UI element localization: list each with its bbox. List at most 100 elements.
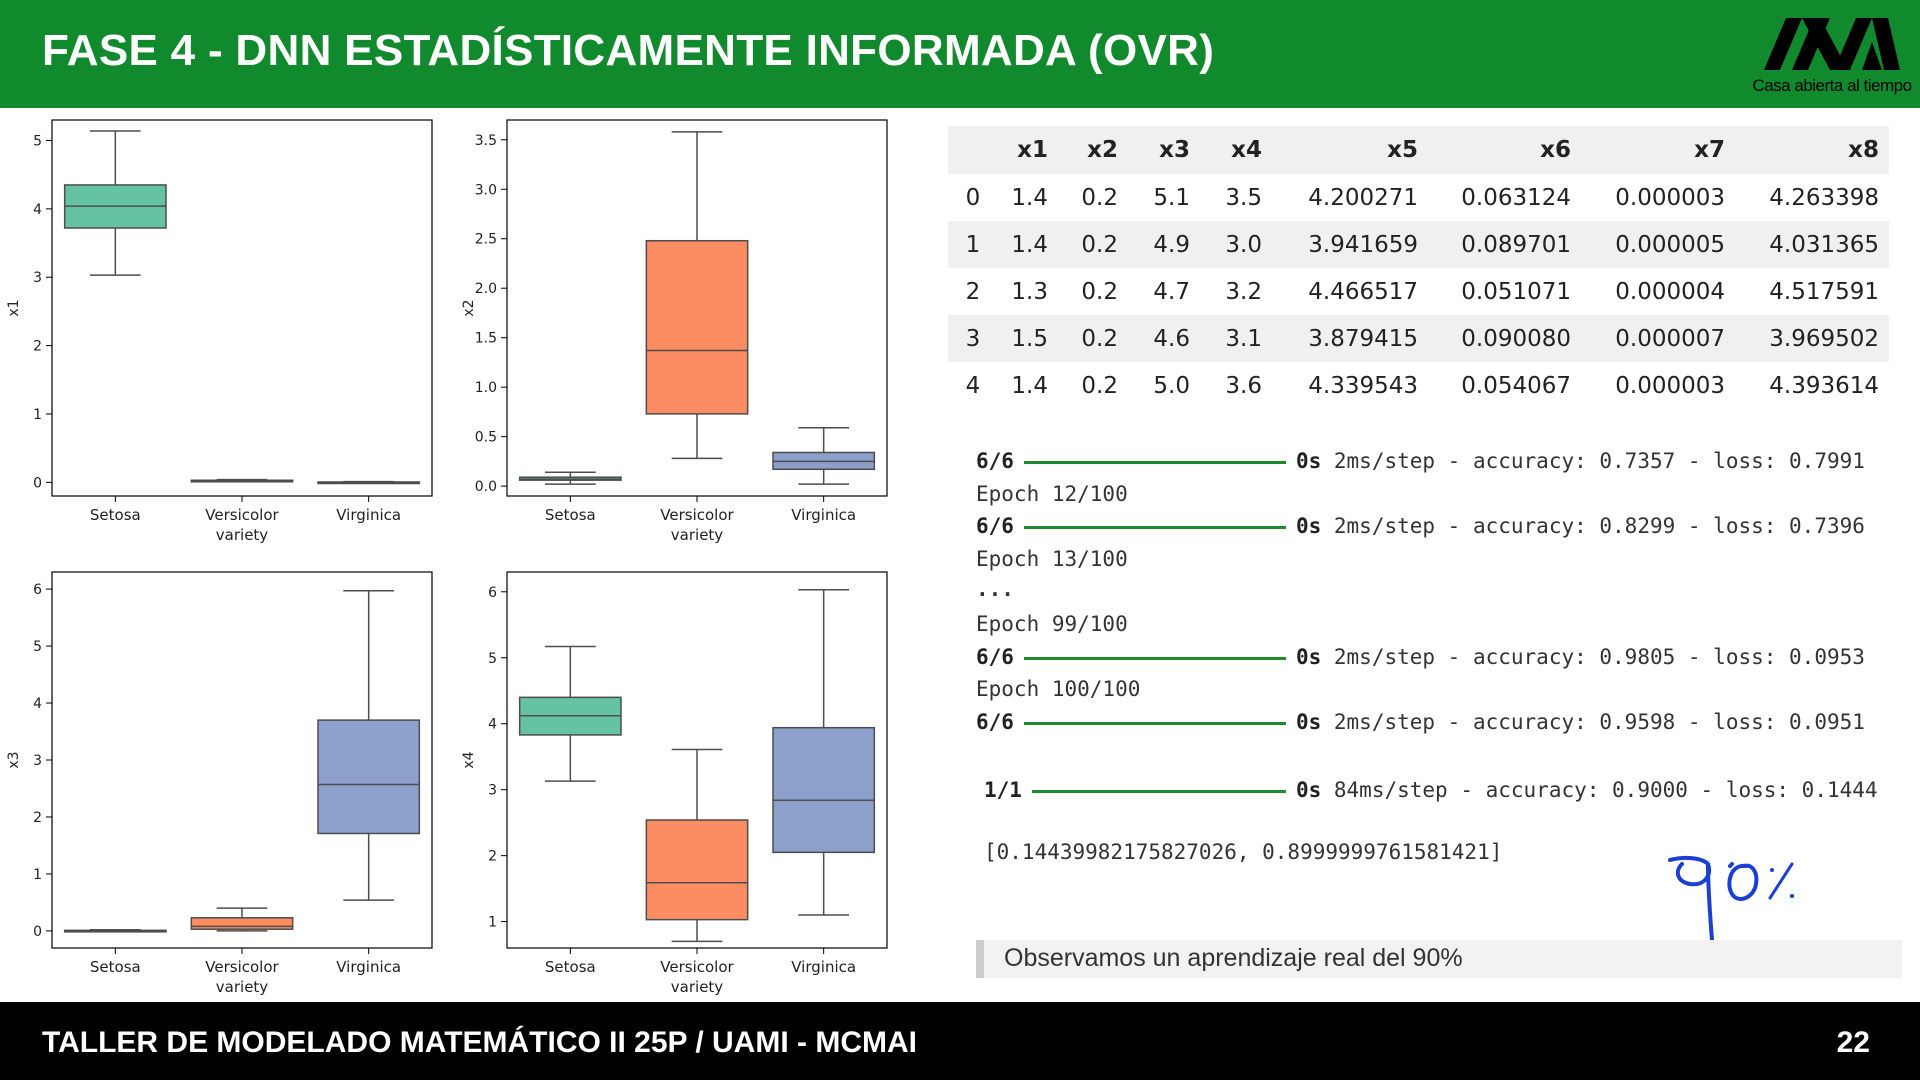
footer-bar: TALLER DE MODELADO MATEMÁTICO II 25P / U…	[0, 1002, 1920, 1080]
table-cell: 1.5	[998, 315, 1058, 362]
y-tick-label: 5	[488, 651, 497, 667]
y-tick-label: 3.5	[475, 133, 497, 149]
table-cell: 4.466517	[1308, 278, 1418, 305]
table-cell: 2	[965, 278, 981, 305]
box-virginica	[317, 719, 421, 835]
y-tick-label: 6	[33, 582, 42, 598]
table-cell: 1.4	[1011, 184, 1048, 211]
y-axis-label: x2	[461, 299, 477, 316]
y-tick-label: 0.0	[475, 479, 497, 495]
table-cell: 3.1	[1200, 315, 1272, 362]
log-epoch: Epoch 13/100	[976, 547, 1128, 571]
progress-bar	[1031, 789, 1286, 793]
table-cell: 3.6	[1225, 372, 1262, 399]
table-cell: 0.000003	[1615, 184, 1725, 211]
log-step: 6/6	[976, 710, 1014, 734]
table-header-x3: x3	[1128, 126, 1200, 174]
box-virginica	[772, 726, 876, 854]
table-row: 3 1.5 0.2 4.6 3.1 3.879415 0.090080 0.00…	[948, 315, 1889, 362]
course-title: TALLER DE MODELADO MATEMÁTICO II 25P / U…	[42, 1026, 917, 1059]
x-axis-label: variety	[671, 526, 724, 544]
boxplot-svg: 1 2 3 4 5 6 x4 Setosa Versicolor Virginica variety	[461, 571, 888, 996]
x-tick-label: Versicolor	[660, 506, 734, 524]
table-cell: 0	[965, 184, 981, 211]
log-epoch: Epoch 99/100	[976, 612, 1128, 636]
table-cell: 3.2	[1225, 278, 1262, 305]
table-header-row: x1 x2 x3 x4 x5 x6 x7 x8	[948, 126, 1889, 174]
y-tick-label: 4	[488, 717, 497, 733]
y-tick-label: 5	[33, 134, 42, 150]
table-cell: 1	[948, 221, 998, 268]
x-tick-label: Virginica	[791, 506, 856, 524]
x-tick-label: Versicolor	[205, 958, 279, 976]
table-cell: 0.000005	[1581, 221, 1735, 268]
box-versicolor	[645, 819, 749, 921]
y-tick-label: 2	[33, 810, 42, 826]
boxplot-x1: 0 1 2 3 4 5 x1 Setosa Versicolor Virginica variety	[0, 112, 440, 557]
table-cell: 0.2	[1058, 315, 1128, 362]
table-header-x5: x5	[1272, 126, 1428, 174]
x-tick-label: Setosa	[90, 506, 141, 524]
table-header-x6: x6	[1428, 126, 1581, 174]
table-cell: 0.2	[1081, 278, 1118, 305]
plot-frame	[51, 571, 433, 949]
y-tick-label: 2.0	[475, 281, 497, 297]
boxplot-x3: 0 1 2 3 4 5 6 x3 Setosa Versicolor Virginica variet…	[0, 564, 440, 1009]
boxplot-x2: 0.0 0.5 1.0 1.5 2.0 2.5 3.0 3.5 x2 Setosa Versicol…	[455, 112, 895, 557]
progress-bar	[1023, 721, 1286, 725]
boxplot-svg: 0.0 0.5 1.0 1.5 2.0 2.5 3.0 3.5 x2 Setosa Versicol…	[461, 119, 888, 544]
conclusion-text: Observamos un aprendizaje real del 90%	[1004, 944, 1463, 972]
table-cell: 0.051071	[1461, 278, 1571, 305]
y-tick-label: 3	[33, 753, 42, 769]
y-axis-label: x3	[6, 751, 22, 768]
progress-bar	[1023, 460, 1286, 464]
y-tick-label: 6	[488, 585, 497, 601]
table-cell: 0.2	[1081, 372, 1118, 399]
y-tick-label: 0.5	[475, 430, 497, 446]
log-line: 1/1 0s 84ms/step - accuracy: 0.9000 - los…	[984, 775, 1878, 805]
table-cell: 0.000007	[1581, 315, 1735, 362]
y-tick-label: 4	[33, 202, 42, 218]
log-ellipsis: ...	[976, 577, 1014, 601]
table-cell: 1.3	[1011, 278, 1048, 305]
table-cell: 0.089701	[1428, 221, 1581, 268]
log-time: 0s	[1295, 449, 1322, 473]
table-header-x7: x7	[1581, 126, 1735, 174]
table-cell: 4.517591	[1769, 278, 1879, 305]
x-axis-label: variety	[216, 526, 269, 544]
progress-bar	[1023, 525, 1286, 529]
log-step: 6/6	[976, 645, 1014, 669]
table-cell: 4.7	[1153, 278, 1190, 305]
y-tick-label: 3	[33, 270, 42, 286]
table-row: 2 1.3 0.2 4.7 3.2 4.466517 0.051071 0.00…	[948, 268, 1889, 315]
table-cell: 1.4	[998, 221, 1058, 268]
log-metrics: 2ms/step - accuracy: 0.8299 - loss: 0.73…	[1333, 514, 1865, 538]
x-tick-label: Setosa	[545, 506, 596, 524]
table-cell: 4.200271	[1308, 184, 1418, 211]
y-tick-label: 1.0	[475, 380, 497, 396]
x-tick-label: Versicolor	[205, 506, 279, 524]
progress-bar	[1023, 656, 1286, 660]
table-header-x1: x1	[998, 126, 1058, 174]
table-row: 0 1.4 0.2 5.1 3.5 4.200271 0.063124 0.00…	[948, 174, 1889, 221]
y-tick-label: 5	[33, 639, 42, 655]
y-tick-label: 0	[33, 924, 42, 940]
log-metrics: 2ms/step - accuracy: 0.9598 - loss: 0.09…	[1333, 710, 1865, 734]
conclusion-note: Observamos un aprendizaje real del 90%	[976, 940, 1902, 978]
table-cell: 1.4	[1011, 372, 1048, 399]
table-cell: 0.063124	[1461, 184, 1571, 211]
log-line: 6/6 0s 2ms/step - accuracy: 0.8299 - loss…	[976, 511, 1865, 541]
log-metrics: 2ms/step - accuracy: 0.9805 - loss: 0.09…	[1333, 645, 1865, 669]
y-tick-label: 1	[33, 407, 42, 423]
x-tick-label: Virginica	[336, 958, 401, 976]
y-tick-label: 1	[488, 915, 497, 931]
log-line: 6/6 0s 2ms/step - accuracy: 0.9805 - loss…	[976, 642, 1865, 672]
page-number: 22	[1836, 1026, 1870, 1059]
table-cell: 5.1	[1153, 184, 1190, 211]
table-cell: 4.393614	[1769, 372, 1879, 399]
table-cell: 0.090080	[1428, 315, 1581, 362]
table-header-x8: x8	[1735, 126, 1889, 174]
y-tick-label: 3	[488, 783, 497, 799]
features-table: x1 x2 x3 x4 x5 x6 x7 x8 0 1.4 0.2 5.1 3.…	[948, 126, 1889, 409]
table-cell: 4.031365	[1735, 221, 1889, 268]
